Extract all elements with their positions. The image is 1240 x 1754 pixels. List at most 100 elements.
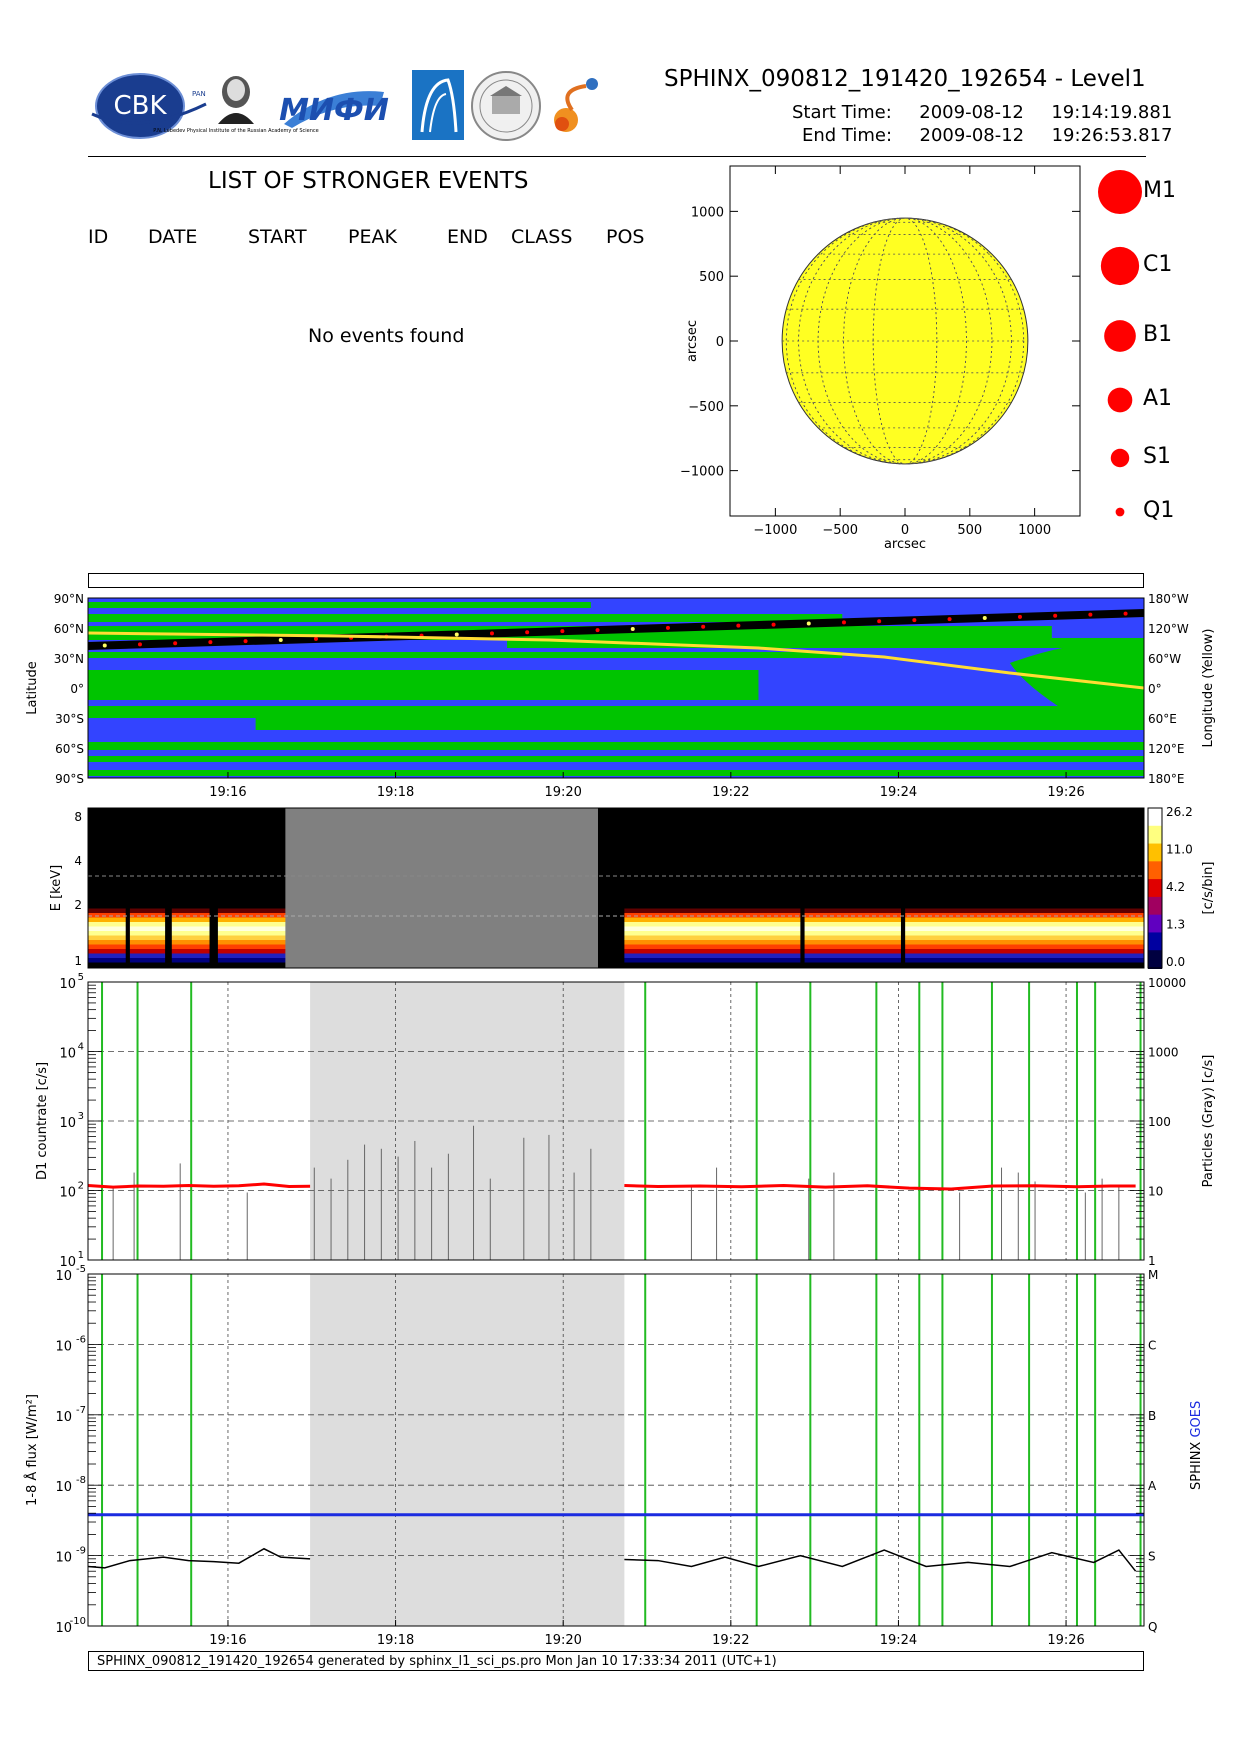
map-lon-tick-label: 120°E [1148, 742, 1185, 756]
spectrogram-cell [905, 922, 1144, 927]
spectrogram-cell [217, 953, 311, 958]
colorbar-segment [1148, 932, 1162, 952]
end-label: End Time: [802, 125, 893, 146]
sphinx-flux-line [624, 1549, 1137, 1572]
track-event-dot [489, 631, 494, 636]
start-label: Start Time: [792, 102, 892, 123]
flux-y-tick-exponent: -7 [76, 1405, 86, 1416]
map-lat-tick-label: 60°N [54, 622, 84, 636]
track-event-dot [771, 622, 776, 627]
spectrogram-cell [624, 953, 801, 958]
flare-class-tick-label: C [1148, 1338, 1156, 1352]
d1-y-axis-label: D1 countrate [c/s] [35, 1062, 50, 1180]
disk-x-axis-label: arcsec [884, 537, 926, 552]
particles-tick-label: 10000 [1148, 976, 1186, 990]
map-lat-tick-label: 90°N [54, 592, 84, 606]
track-event-dot [912, 618, 917, 623]
legend-label-b1: B1 [1143, 322, 1173, 347]
map-land [88, 742, 1144, 750]
longitude-gridline [785, 217, 1025, 465]
map-lat-tick-label: 30°N [54, 652, 84, 666]
solar-disk-chart: −1000 −500 0 500 1000 1000 500 0 −500 −1000 arcsec… [680, 165, 1081, 552]
track-event-dot [243, 639, 248, 644]
x-tick-label: 0 [901, 523, 909, 538]
spectrogram-cell [88, 935, 126, 940]
disk-y-axis-label: arcsec [685, 320, 700, 362]
colorbar-tick-label: 4.2 [1166, 880, 1185, 894]
map-land [88, 756, 1144, 762]
spectrogram-cell [905, 940, 1144, 945]
flux-x-tick-label: 19:24 [880, 1633, 917, 1648]
legend-label-s1: S1 [1143, 444, 1171, 469]
track-event-dot [454, 632, 459, 637]
flux-x-tick-label: 19:16 [209, 1633, 246, 1648]
spectrogram-cell [217, 940, 311, 945]
track-event-dot [278, 637, 283, 642]
legend-label-m1: M1 [1143, 178, 1176, 203]
colorbar-segment [1148, 879, 1162, 898]
spectrogram-cell [804, 931, 901, 936]
map-land [88, 652, 843, 658]
cbk-logo: CBK PAN [91, 73, 207, 139]
spectrogram-cell [171, 940, 210, 945]
particles-y-axis-label: Particles (Gray) [c/s] [1201, 1055, 1216, 1188]
spectrogram-cell [624, 940, 801, 945]
longitude-track [87, 631, 1145, 690]
spectrogram-cell [804, 953, 901, 958]
colorbar-segment [1148, 896, 1162, 916]
map-land [507, 638, 1144, 648]
spectrogram-cell [171, 917, 210, 922]
spectrogram-cell [88, 908, 126, 913]
d1-y-tick-label: 10 [59, 1047, 76, 1062]
spectrogram-cell [624, 926, 801, 931]
empty-status-bar [88, 573, 1144, 588]
column-end: END [447, 226, 488, 248]
header-divider [88, 156, 1146, 157]
spectrogram-y-tick-label: 1 [74, 954, 82, 968]
spectrogram-cell [905, 913, 1144, 918]
map-land [88, 614, 843, 622]
map-land [255, 718, 1145, 730]
spectrogram-cell [804, 940, 901, 945]
spectrogram-cell [129, 949, 166, 954]
spectrogram-cell [171, 908, 210, 913]
spectrogram-cell [217, 913, 311, 918]
map-land [88, 670, 759, 700]
svg-text:МИФИ: МИФИ [279, 93, 389, 128]
spectrogram-cell [129, 922, 166, 927]
track-event-dot [525, 630, 530, 635]
sphinx-logo [412, 70, 464, 140]
spectrogram-cell [129, 917, 166, 922]
spectrogram-cell [905, 958, 1144, 963]
legend-marker-s1 [1110, 448, 1130, 468]
map-y2-axis-label: Longitude (Yellow) [1201, 629, 1216, 748]
spectrogram-cell [171, 953, 210, 958]
spectrogram-cell [217, 922, 311, 927]
colorbar-segment [1148, 914, 1162, 934]
map-lon-tick-label: 180°W [1148, 592, 1189, 606]
map-x-tick-label: 19:18 [377, 785, 414, 800]
lebedev-logo: P.N. Lebedev Physical Institute of the R… [153, 76, 319, 134]
d1-y-tick-exponent: 5 [78, 972, 84, 983]
d1-y-tick-exponent: 2 [78, 1181, 84, 1192]
data-gap-shade [310, 1274, 625, 1626]
spectrogram-cell [804, 935, 901, 940]
spectrogram-cell [624, 922, 801, 927]
spectrogram-y-tick-label: 4 [74, 854, 82, 868]
spectrogram-cell [624, 908, 801, 913]
spectrogram-cell [804, 917, 901, 922]
particles-tick-label: 100 [1148, 1115, 1171, 1129]
spectrogram-cell [624, 949, 801, 954]
d1-y-tick-exponent: 1 [78, 1250, 84, 1261]
map-lon-tick-label: 0° [1148, 682, 1162, 696]
y-tick-label: −500 [688, 400, 724, 415]
map-x-tick-label: 19:20 [544, 785, 581, 800]
flare-class-tick-label: Q [1148, 1620, 1157, 1634]
spectrogram-cell [88, 931, 126, 936]
flux-y2-axis-label: SPHINX GOES [1189, 1401, 1204, 1490]
track-event-dot [1123, 611, 1128, 616]
map-land [88, 770, 1144, 776]
y-tick-label: 500 [699, 270, 724, 285]
orbit-map-panel: 90°N 60°N 30°N 0° 30°S 60°S 90°S 180°W 120°W 60°W… [25, 592, 1216, 800]
